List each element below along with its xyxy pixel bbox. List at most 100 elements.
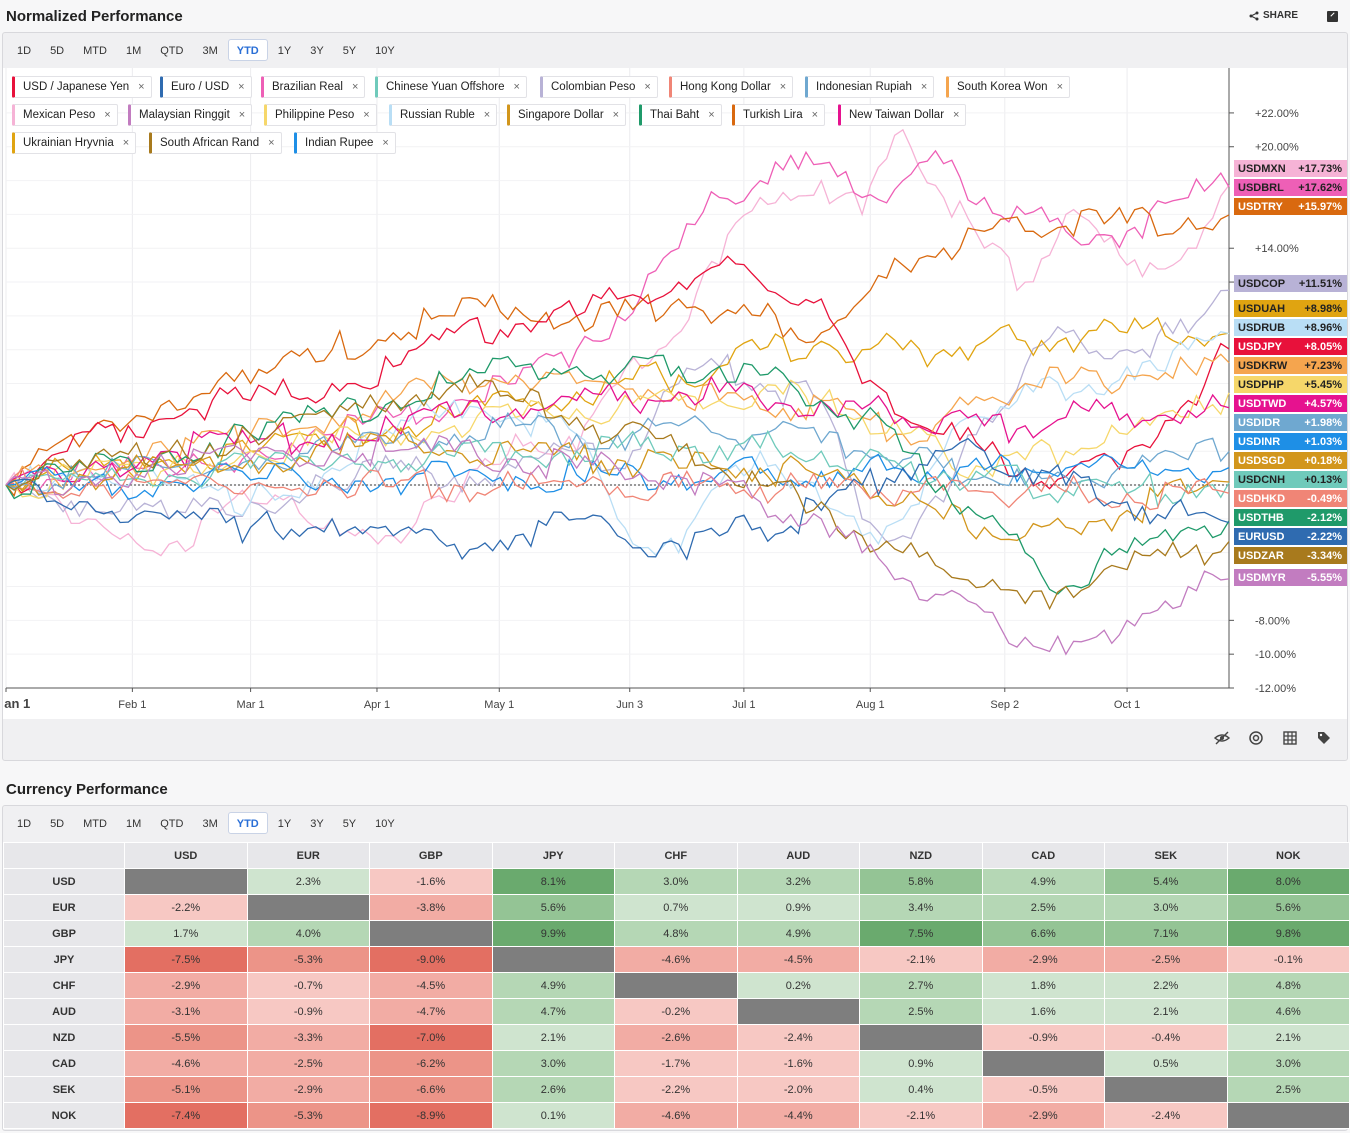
column-header: AUD [736,842,860,869]
badge-value: +15.97% [1298,201,1342,213]
range-ytd[interactable]: YTD [227,39,268,61]
range-5d[interactable]: 5D [50,818,65,830]
range-mtd[interactable]: MTD [83,818,107,830]
series-line-eurusd[interactable] [5,437,1230,561]
series-line-usdmyr[interactable] [5,433,1230,656]
grid-icon[interactable] [1282,730,1298,746]
legend-item[interactable]: Mexican Peso × [12,104,118,126]
remove-icon[interactable]: × [612,109,620,121]
series-line-usdcop[interactable] [5,289,1230,543]
matrix-cell: 4.8% [614,920,738,947]
series-line-usdtwd[interactable] [5,375,1230,486]
legend-item[interactable]: Turkish Lira × [732,104,826,126]
legend-item[interactable]: Ukrainian Hryvnia × [12,132,137,154]
remove-icon[interactable]: × [138,81,145,93]
legend-item[interactable]: USD / Japanese Yen × [12,76,152,98]
legend-item[interactable]: Thai Baht × [639,104,722,126]
range-3m[interactable]: 3M [202,45,218,57]
legend-item[interactable]: Hong Kong Dollar × [669,76,794,98]
series-line-usdcnh[interactable] [5,429,1230,508]
range-1m[interactable]: 1M [125,45,142,57]
column-header: USD [124,842,248,869]
range-1y[interactable]: 1Y [277,818,292,830]
share-button[interactable]: SHARE [1249,10,1298,21]
reset-icon[interactable] [1248,730,1264,746]
range-1m[interactable]: 1M [125,818,142,830]
hide-icon[interactable] [1214,730,1230,746]
table-row: CHF -2.9% -0.7% -4.5% 4.9% 0.2% 2.7% 1.8% 2.2% 4.… [3,972,1350,999]
legend-item[interactable]: Colombian Peso × [540,76,658,98]
range-1d[interactable]: 1D [17,818,32,830]
remove-icon[interactable]: × [953,109,960,121]
matrix-cell: -2.1% [859,946,983,973]
legend-item[interactable]: Indian Rupee × [294,132,396,154]
range-1y[interactable]: 1Y [277,45,292,57]
legend-item[interactable]: Philippine Peso × [264,104,377,126]
remove-icon[interactable]: × [513,81,520,93]
remove-icon[interactable]: × [779,81,787,93]
remove-icon[interactable]: × [363,109,370,121]
row-header: USD [3,868,125,895]
matrix-cell: -4.6% [614,1102,738,1129]
matrix-cell: 8.0% [1226,868,1350,895]
legend-item[interactable]: Euro / USD × [160,76,252,98]
badge-value: -0.49% [1307,493,1342,505]
remove-icon[interactable]: × [811,109,819,121]
remove-icon[interactable]: × [920,81,928,93]
range-1d[interactable]: 1D [17,45,32,57]
legend-item[interactable]: Russian Ruble × [389,104,498,126]
remove-icon[interactable]: × [351,81,359,93]
remove-icon[interactable]: × [122,137,130,149]
remove-icon[interactable]: × [382,137,389,149]
legend-item[interactable]: Malaysian Ringgit × [128,104,253,126]
expand-icon[interactable] [1327,11,1338,22]
range-10y[interactable]: 10Y [375,818,395,830]
legend-item[interactable]: South Korea Won × [946,76,1071,98]
range-10y[interactable]: 10Y [375,45,395,57]
y-tick-label: -8.00% [1255,615,1290,627]
legend-label: Malaysian Ringgit [139,109,230,121]
remove-icon[interactable]: × [268,137,275,149]
badge-bg [1234,547,1347,564]
matrix-cell: 7.1% [1104,920,1228,947]
remove-icon[interactable]: × [238,81,245,93]
range-qtd[interactable]: QTD [160,45,184,57]
matrix-cell: -4.4% [736,1102,860,1129]
legend-label: Brazilian Real [272,81,343,93]
remove-icon[interactable]: × [644,81,651,93]
legend-label: Philippine Peso [275,109,355,121]
remove-icon[interactable]: × [104,109,111,121]
matrix-cell: -0.9% [246,998,370,1025]
range-5y[interactable]: 5Y [342,45,357,57]
legend-item[interactable]: Chinese Yuan Offshore × [375,76,527,98]
series-line-usdtry[interactable] [5,206,1230,497]
series-line-usdmxn[interactable] [5,128,1230,557]
remove-icon[interactable]: × [1056,81,1064,93]
y-tick-label: -10.00% [1255,649,1296,661]
tag-icon[interactable] [1316,730,1332,746]
range-3m[interactable]: 3M [202,818,218,830]
legend-item[interactable]: Indonesian Rupiah × [805,76,935,98]
remove-icon[interactable]: × [238,109,246,121]
badge-bg [1234,300,1347,317]
remove-icon[interactable]: × [483,109,491,121]
range-mtd[interactable]: MTD [83,45,107,57]
range-5d[interactable]: 5D [50,45,65,57]
legend-item[interactable]: Singapore Dollar × [507,104,627,126]
series-line-usdkrw[interactable] [5,353,1230,491]
range-qtd[interactable]: QTD [160,818,184,830]
remove-icon[interactable]: × [708,109,715,121]
range-5y[interactable]: 5Y [342,818,357,830]
range-ytd[interactable]: YTD [227,812,268,834]
series-line-usdrub[interactable] [5,330,1230,556]
legend-item[interactable]: New Taiwan Dollar × [838,104,967,126]
series-line-usdzar[interactable] [5,372,1230,611]
badge-value: +1.98% [1304,417,1342,429]
legend-item[interactable]: Brazilian Real × [261,76,366,98]
series-line-usdhkd[interactable] [5,468,1230,511]
badge-code: EURUSD [1238,531,1285,543]
legend-item[interactable]: South African Rand × [149,132,282,154]
range-3y[interactable]: 3Y [310,45,324,57]
series-line-usdidr[interactable] [5,411,1230,495]
range-3y[interactable]: 3Y [310,818,324,830]
